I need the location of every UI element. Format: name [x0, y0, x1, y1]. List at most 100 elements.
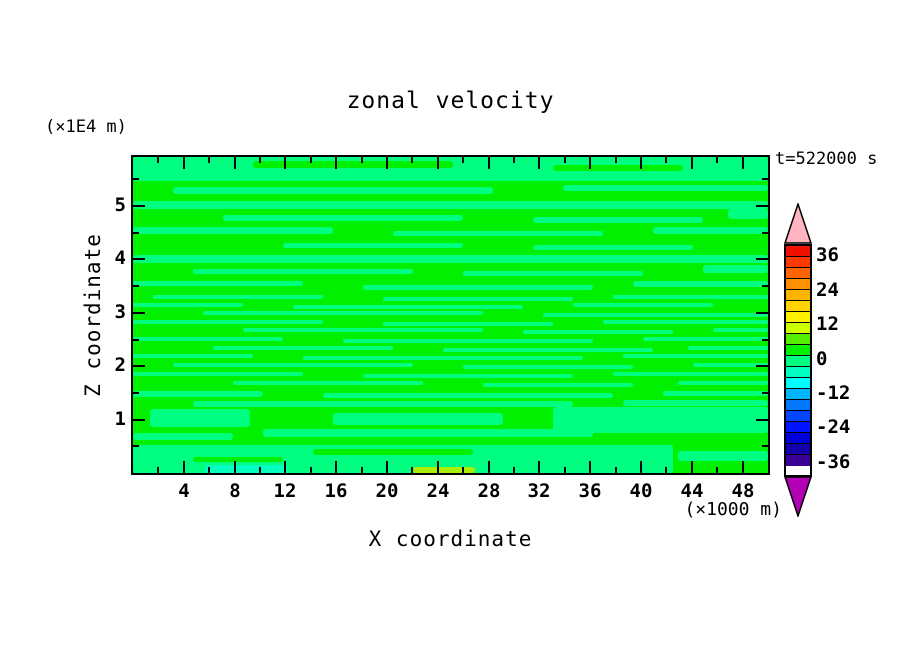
x-tick: [615, 467, 617, 473]
x-tick: [640, 157, 642, 169]
contour-band-spring: [463, 271, 643, 276]
x-tick: [691, 157, 693, 169]
contour-band-spring: [703, 265, 768, 273]
x-tick: [691, 461, 693, 473]
colorbar-level: [786, 268, 810, 279]
time-annotation: t=522000 s: [775, 149, 878, 169]
x-tick: [538, 461, 540, 473]
y-tick: [133, 285, 139, 287]
y-tick: [133, 339, 139, 341]
x-tick: [361, 467, 363, 473]
contour-band-spring: [173, 363, 413, 367]
colorbar-level: [786, 356, 810, 367]
contour-band-spring: [133, 201, 768, 209]
colorbar-tick-label: 36: [816, 244, 839, 267]
x-tick: [564, 467, 566, 473]
y-tick: [133, 365, 145, 367]
x-tick: [157, 467, 159, 473]
y-tick-label: 1: [114, 408, 126, 430]
contour-band-spring: [233, 381, 423, 385]
contour-band-spring: [693, 363, 768, 367]
x-tick: [183, 461, 185, 473]
contour-band-cyan: [205, 465, 287, 473]
y-tick-label: 2: [114, 354, 126, 376]
contour-band-spring: [688, 346, 768, 350]
x-tick-label: 12: [273, 480, 297, 502]
contour-band-spring: [623, 400, 768, 406]
contour-band-spring: [613, 295, 768, 299]
contour-band-spring: [653, 227, 768, 234]
contour-band-spring: [713, 328, 768, 332]
contour-band-spring: [133, 391, 263, 397]
contour-band-spring: [333, 413, 503, 425]
colorbar-tick-label: 0: [816, 347, 828, 370]
x-tick: [284, 157, 286, 169]
colorbar-level: [786, 422, 810, 433]
colorbar-level: [786, 455, 810, 466]
contour-band-spring: [133, 255, 768, 263]
y-tick: [756, 258, 768, 260]
contour-band-spring: [133, 354, 253, 358]
x-tick-label: 32: [527, 480, 551, 502]
contour-band-spring: [463, 365, 633, 369]
x-tick: [716, 157, 718, 163]
x-tick: [716, 467, 718, 473]
x-tick: [234, 157, 236, 169]
contour-band-spring: [483, 383, 633, 387]
x-axis-unit-label: (×1000 m): [684, 499, 782, 520]
y-tick-label: 5: [114, 194, 126, 216]
contour-band-spring: [343, 339, 593, 343]
contour-band-spring: [363, 285, 593, 290]
x-tick: [208, 157, 210, 163]
plot-area: [131, 155, 770, 475]
colorbar-level: [786, 367, 810, 378]
contour-band-spring: [523, 330, 673, 334]
x-tick: [488, 461, 490, 473]
x-tick: [665, 157, 667, 163]
contour-band-spring: [293, 305, 523, 309]
colorbar-tick-label: -36: [816, 450, 851, 473]
x-tick: [361, 157, 363, 163]
contour-band-spring: [383, 322, 553, 326]
colorbar-level: [786, 433, 810, 444]
x-tick: [589, 157, 591, 169]
contour-band-spring: [223, 215, 463, 221]
x-axis-title: X coordinate: [368, 527, 533, 551]
y-tick: [756, 312, 768, 314]
colorbar-tick-label: -12: [816, 381, 851, 404]
contour-band-spring: [133, 372, 303, 376]
x-tick: [462, 467, 464, 473]
colorbar-level: [786, 290, 810, 301]
contour-band-spring: [133, 433, 233, 440]
contour-band-spring: [133, 227, 333, 234]
contour-band-spring: [543, 313, 768, 317]
y-tick: [133, 312, 145, 314]
colorbar-tick-label: 24: [816, 278, 839, 301]
colorbar-level: [786, 411, 810, 422]
contour-band-spring: [533, 217, 703, 223]
x-tick-label: 40: [629, 480, 653, 502]
x-tick-label: 8: [229, 480, 241, 502]
contour-band-spring: [728, 209, 768, 219]
x-tick: [335, 157, 337, 169]
contour-band-spring: [443, 348, 653, 352]
colorbar-level: [786, 400, 810, 411]
contour-band-spring: [633, 281, 768, 287]
colorbar: [784, 244, 812, 477]
contour-band-spring: [323, 393, 613, 398]
contour-band-spring: [193, 401, 573, 407]
contour-band-spring: [133, 320, 323, 324]
x-tick-label: 28: [477, 480, 501, 502]
contour-band-spring: [573, 303, 713, 307]
contour-band-spring: [533, 245, 693, 250]
x-tick: [488, 157, 490, 169]
contour-band-green: [193, 457, 283, 462]
x-tick-label: 20: [375, 480, 399, 502]
x-tick: [462, 157, 464, 163]
x-tick-label: 36: [578, 480, 602, 502]
colorbar-level: [786, 301, 810, 312]
x-tick: [538, 157, 540, 169]
y-tick: [133, 178, 139, 180]
x-tick: [513, 467, 515, 473]
